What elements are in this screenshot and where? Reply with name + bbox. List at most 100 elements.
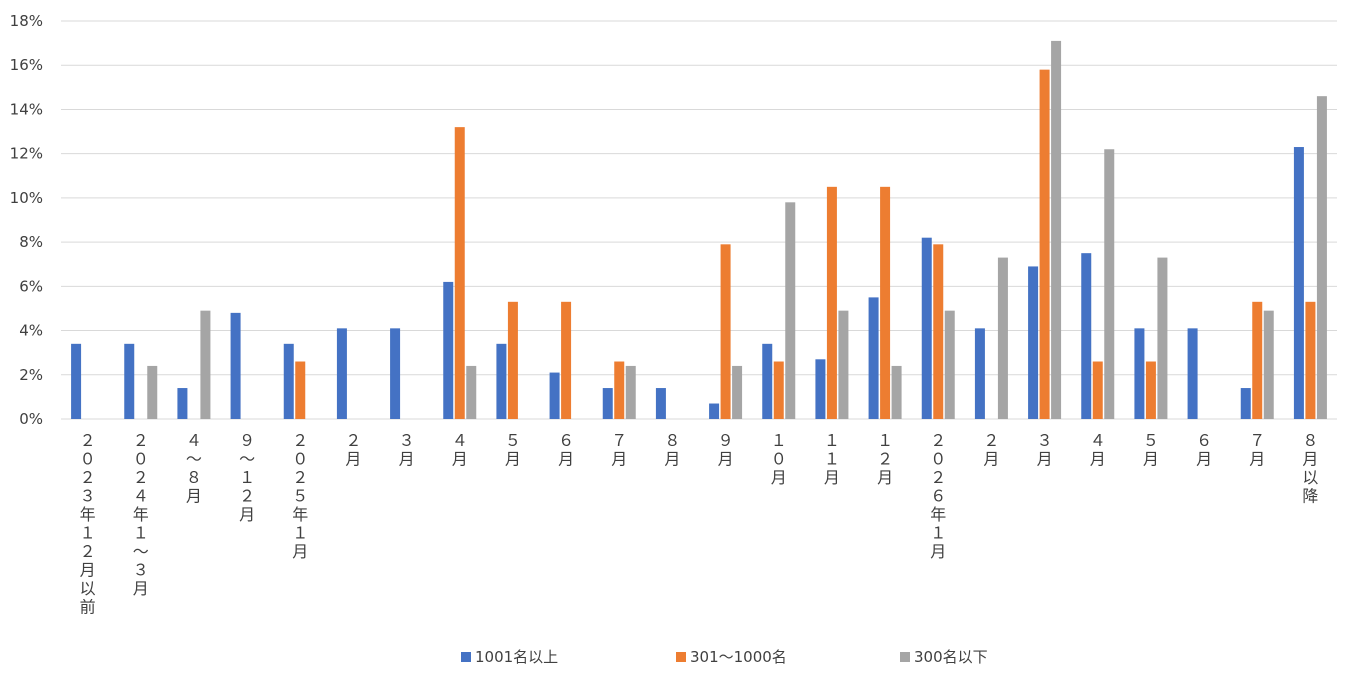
bar [933,244,944,419]
bar [762,343,773,419]
y-tick-label: 14% [10,100,43,118]
bar [454,127,465,419]
bar [561,301,572,419]
x-tick-label: ２０２６年１月 [930,431,946,561]
bar [124,343,135,419]
legend-swatch [900,651,910,662]
x-tick-label: １１月 [824,431,840,487]
x-tick-label: ３月 [1037,431,1053,469]
x-tick-label: １２月 [877,431,893,487]
y-tick-label: 12% [10,145,43,163]
bar [1051,40,1062,420]
bar [974,328,985,419]
x-tick-label: ３月 [399,431,415,469]
bar [336,328,347,419]
x-tick-label: ２０２５年１月 [292,431,308,561]
bar [1305,301,1316,419]
legend-item: 1001名以上 [461,646,558,667]
bar [496,343,507,419]
bar [732,365,743,419]
bar [1187,328,1198,419]
bar [1104,149,1115,419]
bar [1039,69,1050,420]
x-tick-label: ５月 [505,431,521,469]
bar [1145,361,1156,419]
bar [1157,257,1168,419]
bar [815,359,826,419]
x-tick-label: ２０２３年１２月以前 [80,431,96,617]
bar [1263,310,1274,419]
bar [655,388,666,419]
bar [443,281,454,419]
legend-item: 301～1000名 [676,646,787,667]
y-tick-label: 16% [10,56,43,74]
bar [785,202,796,419]
legend-label: 301～1000名 [690,648,787,666]
bar [177,388,188,419]
bar [147,365,158,419]
y-tick-label: 4% [19,322,43,340]
x-tick-label: ２月 [983,431,999,469]
x-tick-label: ２０２４年１～３月 [133,431,149,598]
y-tick-label: 18% [10,12,43,30]
bar [625,365,636,419]
y-tick-label: 0% [19,410,43,428]
x-tick-label: ８月 [664,431,680,469]
legend: 1001名以上 301～1000名 300名以下 [0,646,1362,666]
bar [1081,253,1092,419]
bar [283,343,294,419]
bar [838,310,849,419]
bar [507,301,518,419]
bar [773,361,784,419]
bar [997,257,1008,419]
x-tick-label: ２月 [345,431,361,469]
gridlines [61,20,1337,420]
y-tick-label: 8% [19,233,43,251]
bar [709,403,720,419]
bar [1240,388,1251,419]
bar [1092,361,1103,419]
bar [549,372,560,419]
y-tick-label: 10% [10,189,43,207]
x-tick-label: ６月 [1196,431,1212,469]
bars [71,40,1327,420]
x-tick-label: ６月 [558,431,574,469]
legend-item: 300名以下 [900,646,988,667]
y-axis-ticks: 0% 2% 4% 6% 8% 10% 12% 14% 16% 18% [10,12,43,428]
x-axis-ticks: ２０２３年１２月以前 ２０２４年１～３月 ４～８月 ９～１２月 ２０２５年１月 ２月 ３月 ４… [80,431,1319,617]
bar [891,365,902,419]
legend-swatch [461,651,471,662]
bar [1252,301,1263,419]
y-tick-label: 2% [19,366,43,384]
bar [390,328,401,419]
legend-label: 300名以下 [914,648,988,666]
x-tick-label: ９～１２月 [239,431,255,524]
bar [868,297,879,419]
x-tick-label: １０月 [771,431,787,487]
bar [200,310,211,419]
x-tick-label: ７月 [611,431,627,469]
legend-swatch [676,651,686,662]
x-tick-label: ４月 [1090,431,1106,469]
x-tick-label: ７月 [1249,431,1265,469]
bar [921,237,932,419]
bar [1028,266,1039,419]
bar [1316,96,1327,419]
bar [71,343,82,419]
legend-label: 1001名以上 [475,648,559,666]
x-tick-label: ４月 [452,431,468,469]
bar [1293,147,1304,420]
bar [880,186,891,419]
bar [1134,328,1145,419]
y-tick-label: 6% [19,277,43,295]
x-tick-label: ５月 [1143,431,1159,469]
x-tick-label: ４～８月 [186,431,202,506]
bar [826,186,837,419]
x-tick-label: ８月以降 [1302,431,1318,506]
bar [230,312,241,419]
bar [944,310,955,419]
bar [602,388,613,419]
bar [614,361,625,419]
bar [295,361,306,419]
